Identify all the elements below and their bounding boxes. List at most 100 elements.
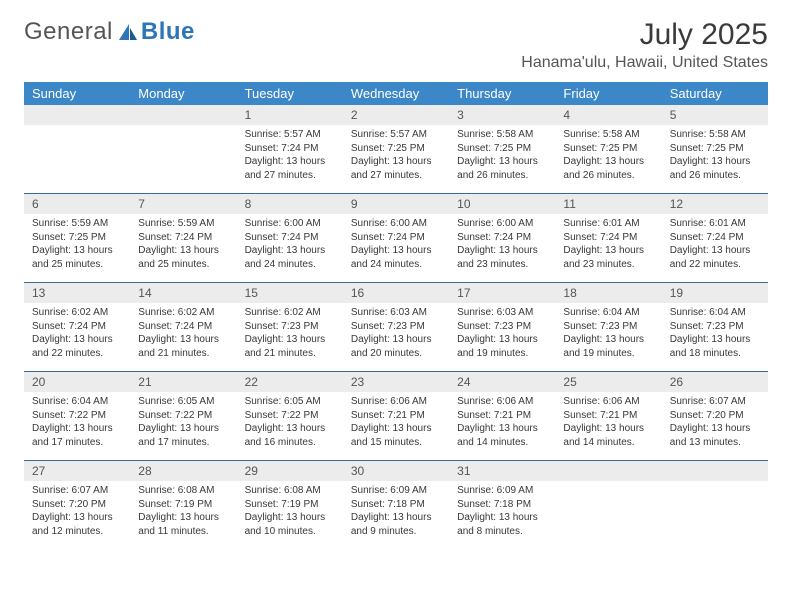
day-cell: 5Sunrise: 5:58 AMSunset: 7:25 PMDaylight… <box>662 105 768 193</box>
sunrise-text: Sunrise: 6:04 AM <box>32 395 122 409</box>
day-number: 19 <box>662 283 768 303</box>
sunset-text: Sunset: 7:23 PM <box>670 320 760 334</box>
day-cell: 22Sunrise: 6:05 AMSunset: 7:22 PMDayligh… <box>237 372 343 460</box>
sunrise-text: Sunrise: 6:07 AM <box>32 484 122 498</box>
sunrise-text: Sunrise: 6:04 AM <box>563 306 653 320</box>
day-body: Sunrise: 6:04 AMSunset: 7:23 PMDaylight:… <box>555 303 661 366</box>
day-body: Sunrise: 6:06 AMSunset: 7:21 PMDaylight:… <box>555 392 661 455</box>
daylight-text: Daylight: 13 hours and 17 minutes. <box>138 422 228 449</box>
day-body: Sunrise: 5:57 AMSunset: 7:25 PMDaylight:… <box>343 125 449 188</box>
daylight-text: Daylight: 13 hours and 21 minutes. <box>138 333 228 360</box>
day-number: 15 <box>237 283 343 303</box>
sunrise-text: Sunrise: 6:07 AM <box>670 395 760 409</box>
daylight-text: Daylight: 13 hours and 20 minutes. <box>351 333 441 360</box>
day-cell: 18Sunrise: 6:04 AMSunset: 7:23 PMDayligh… <box>555 283 661 371</box>
daylight-text: Daylight: 13 hours and 26 minutes. <box>670 155 760 182</box>
daylight-text: Daylight: 13 hours and 19 minutes. <box>563 333 653 360</box>
dow-header-cell: Tuesday <box>237 82 343 105</box>
day-body: Sunrise: 6:09 AMSunset: 7:18 PMDaylight:… <box>343 481 449 544</box>
calendar: SundayMondayTuesdayWednesdayThursdayFrid… <box>24 82 768 549</box>
sunset-text: Sunset: 7:25 PM <box>563 142 653 156</box>
day-cell: 2Sunrise: 5:57 AMSunset: 7:25 PMDaylight… <box>343 105 449 193</box>
daylight-text: Daylight: 13 hours and 26 minutes. <box>457 155 547 182</box>
sunrise-text: Sunrise: 5:59 AM <box>32 217 122 231</box>
day-cell: 3Sunrise: 5:58 AMSunset: 7:25 PMDaylight… <box>449 105 555 193</box>
daylight-text: Daylight: 13 hours and 27 minutes. <box>245 155 335 182</box>
day-body: Sunrise: 6:04 AMSunset: 7:23 PMDaylight:… <box>662 303 768 366</box>
day-cell: 7Sunrise: 5:59 AMSunset: 7:24 PMDaylight… <box>130 194 236 282</box>
sunset-text: Sunset: 7:23 PM <box>457 320 547 334</box>
day-cell: 30Sunrise: 6:09 AMSunset: 7:18 PMDayligh… <box>343 461 449 549</box>
day-number: 10 <box>449 194 555 214</box>
daylight-text: Daylight: 13 hours and 14 minutes. <box>457 422 547 449</box>
day-number: 1 <box>237 105 343 125</box>
sunrise-text: Sunrise: 6:06 AM <box>563 395 653 409</box>
day-number: 18 <box>555 283 661 303</box>
daylight-text: Daylight: 13 hours and 24 minutes. <box>351 244 441 271</box>
day-cell: 10Sunrise: 6:00 AMSunset: 7:24 PMDayligh… <box>449 194 555 282</box>
logo: General Blue <box>24 18 195 46</box>
daylight-text: Daylight: 13 hours and 17 minutes. <box>32 422 122 449</box>
daylight-text: Daylight: 13 hours and 19 minutes. <box>457 333 547 360</box>
day-cell <box>24 105 130 193</box>
daylight-text: Daylight: 13 hours and 25 minutes. <box>32 244 122 271</box>
day-body: Sunrise: 6:06 AMSunset: 7:21 PMDaylight:… <box>343 392 449 455</box>
sunrise-text: Sunrise: 6:02 AM <box>245 306 335 320</box>
sunset-text: Sunset: 7:25 PM <box>351 142 441 156</box>
day-body: Sunrise: 6:05 AMSunset: 7:22 PMDaylight:… <box>130 392 236 455</box>
logo-text-general: General <box>24 18 113 46</box>
sunrise-text: Sunrise: 6:00 AM <box>245 217 335 231</box>
day-number: 22 <box>237 372 343 392</box>
day-number: 24 <box>449 372 555 392</box>
day-number: 28 <box>130 461 236 481</box>
sunrise-text: Sunrise: 5:57 AM <box>351 128 441 142</box>
day-number: 11 <box>555 194 661 214</box>
day-number: 25 <box>555 372 661 392</box>
day-number: 30 <box>343 461 449 481</box>
sunset-text: Sunset: 7:24 PM <box>563 231 653 245</box>
daylight-text: Daylight: 13 hours and 27 minutes. <box>351 155 441 182</box>
week-row: 20Sunrise: 6:04 AMSunset: 7:22 PMDayligh… <box>24 371 768 460</box>
sunset-text: Sunset: 7:21 PM <box>351 409 441 423</box>
sunrise-text: Sunrise: 6:03 AM <box>457 306 547 320</box>
dow-header-cell: Friday <box>555 82 661 105</box>
daylight-text: Daylight: 13 hours and 18 minutes. <box>670 333 760 360</box>
day-cell <box>555 461 661 549</box>
day-body: Sunrise: 6:03 AMSunset: 7:23 PMDaylight:… <box>343 303 449 366</box>
day-number <box>24 105 130 125</box>
daylight-text: Daylight: 13 hours and 9 minutes. <box>351 511 441 538</box>
day-body: Sunrise: 5:58 AMSunset: 7:25 PMDaylight:… <box>555 125 661 188</box>
daylight-text: Daylight: 13 hours and 23 minutes. <box>563 244 653 271</box>
day-cell: 15Sunrise: 6:02 AMSunset: 7:23 PMDayligh… <box>237 283 343 371</box>
day-number: 5 <box>662 105 768 125</box>
sunrise-text: Sunrise: 6:09 AM <box>351 484 441 498</box>
day-body: Sunrise: 6:07 AMSunset: 7:20 PMDaylight:… <box>662 392 768 455</box>
day-cell: 24Sunrise: 6:06 AMSunset: 7:21 PMDayligh… <box>449 372 555 460</box>
week-row: 27Sunrise: 6:07 AMSunset: 7:20 PMDayligh… <box>24 460 768 549</box>
daylight-text: Daylight: 13 hours and 22 minutes. <box>32 333 122 360</box>
sunset-text: Sunset: 7:25 PM <box>32 231 122 245</box>
day-body: Sunrise: 6:09 AMSunset: 7:18 PMDaylight:… <box>449 481 555 544</box>
sunset-text: Sunset: 7:24 PM <box>457 231 547 245</box>
day-cell: 12Sunrise: 6:01 AMSunset: 7:24 PMDayligh… <box>662 194 768 282</box>
day-number <box>662 461 768 481</box>
sunrise-text: Sunrise: 6:00 AM <box>457 217 547 231</box>
day-body: Sunrise: 6:05 AMSunset: 7:22 PMDaylight:… <box>237 392 343 455</box>
sunrise-text: Sunrise: 6:06 AM <box>457 395 547 409</box>
day-cell: 16Sunrise: 6:03 AMSunset: 7:23 PMDayligh… <box>343 283 449 371</box>
day-number <box>555 461 661 481</box>
sunrise-text: Sunrise: 5:59 AM <box>138 217 228 231</box>
day-number: 26 <box>662 372 768 392</box>
sunset-text: Sunset: 7:23 PM <box>563 320 653 334</box>
daylight-text: Daylight: 13 hours and 21 minutes. <box>245 333 335 360</box>
day-number: 8 <box>237 194 343 214</box>
day-body: Sunrise: 6:00 AMSunset: 7:24 PMDaylight:… <box>449 214 555 277</box>
daylight-text: Daylight: 13 hours and 13 minutes. <box>670 422 760 449</box>
dow-header-cell: Sunday <box>24 82 130 105</box>
title-block: July 2025 Hanama'ulu, Hawaii, United Sta… <box>521 18 768 78</box>
day-body: Sunrise: 6:06 AMSunset: 7:21 PMDaylight:… <box>449 392 555 455</box>
day-cell <box>662 461 768 549</box>
sunset-text: Sunset: 7:22 PM <box>138 409 228 423</box>
day-cell: 26Sunrise: 6:07 AMSunset: 7:20 PMDayligh… <box>662 372 768 460</box>
sunrise-text: Sunrise: 6:06 AM <box>351 395 441 409</box>
